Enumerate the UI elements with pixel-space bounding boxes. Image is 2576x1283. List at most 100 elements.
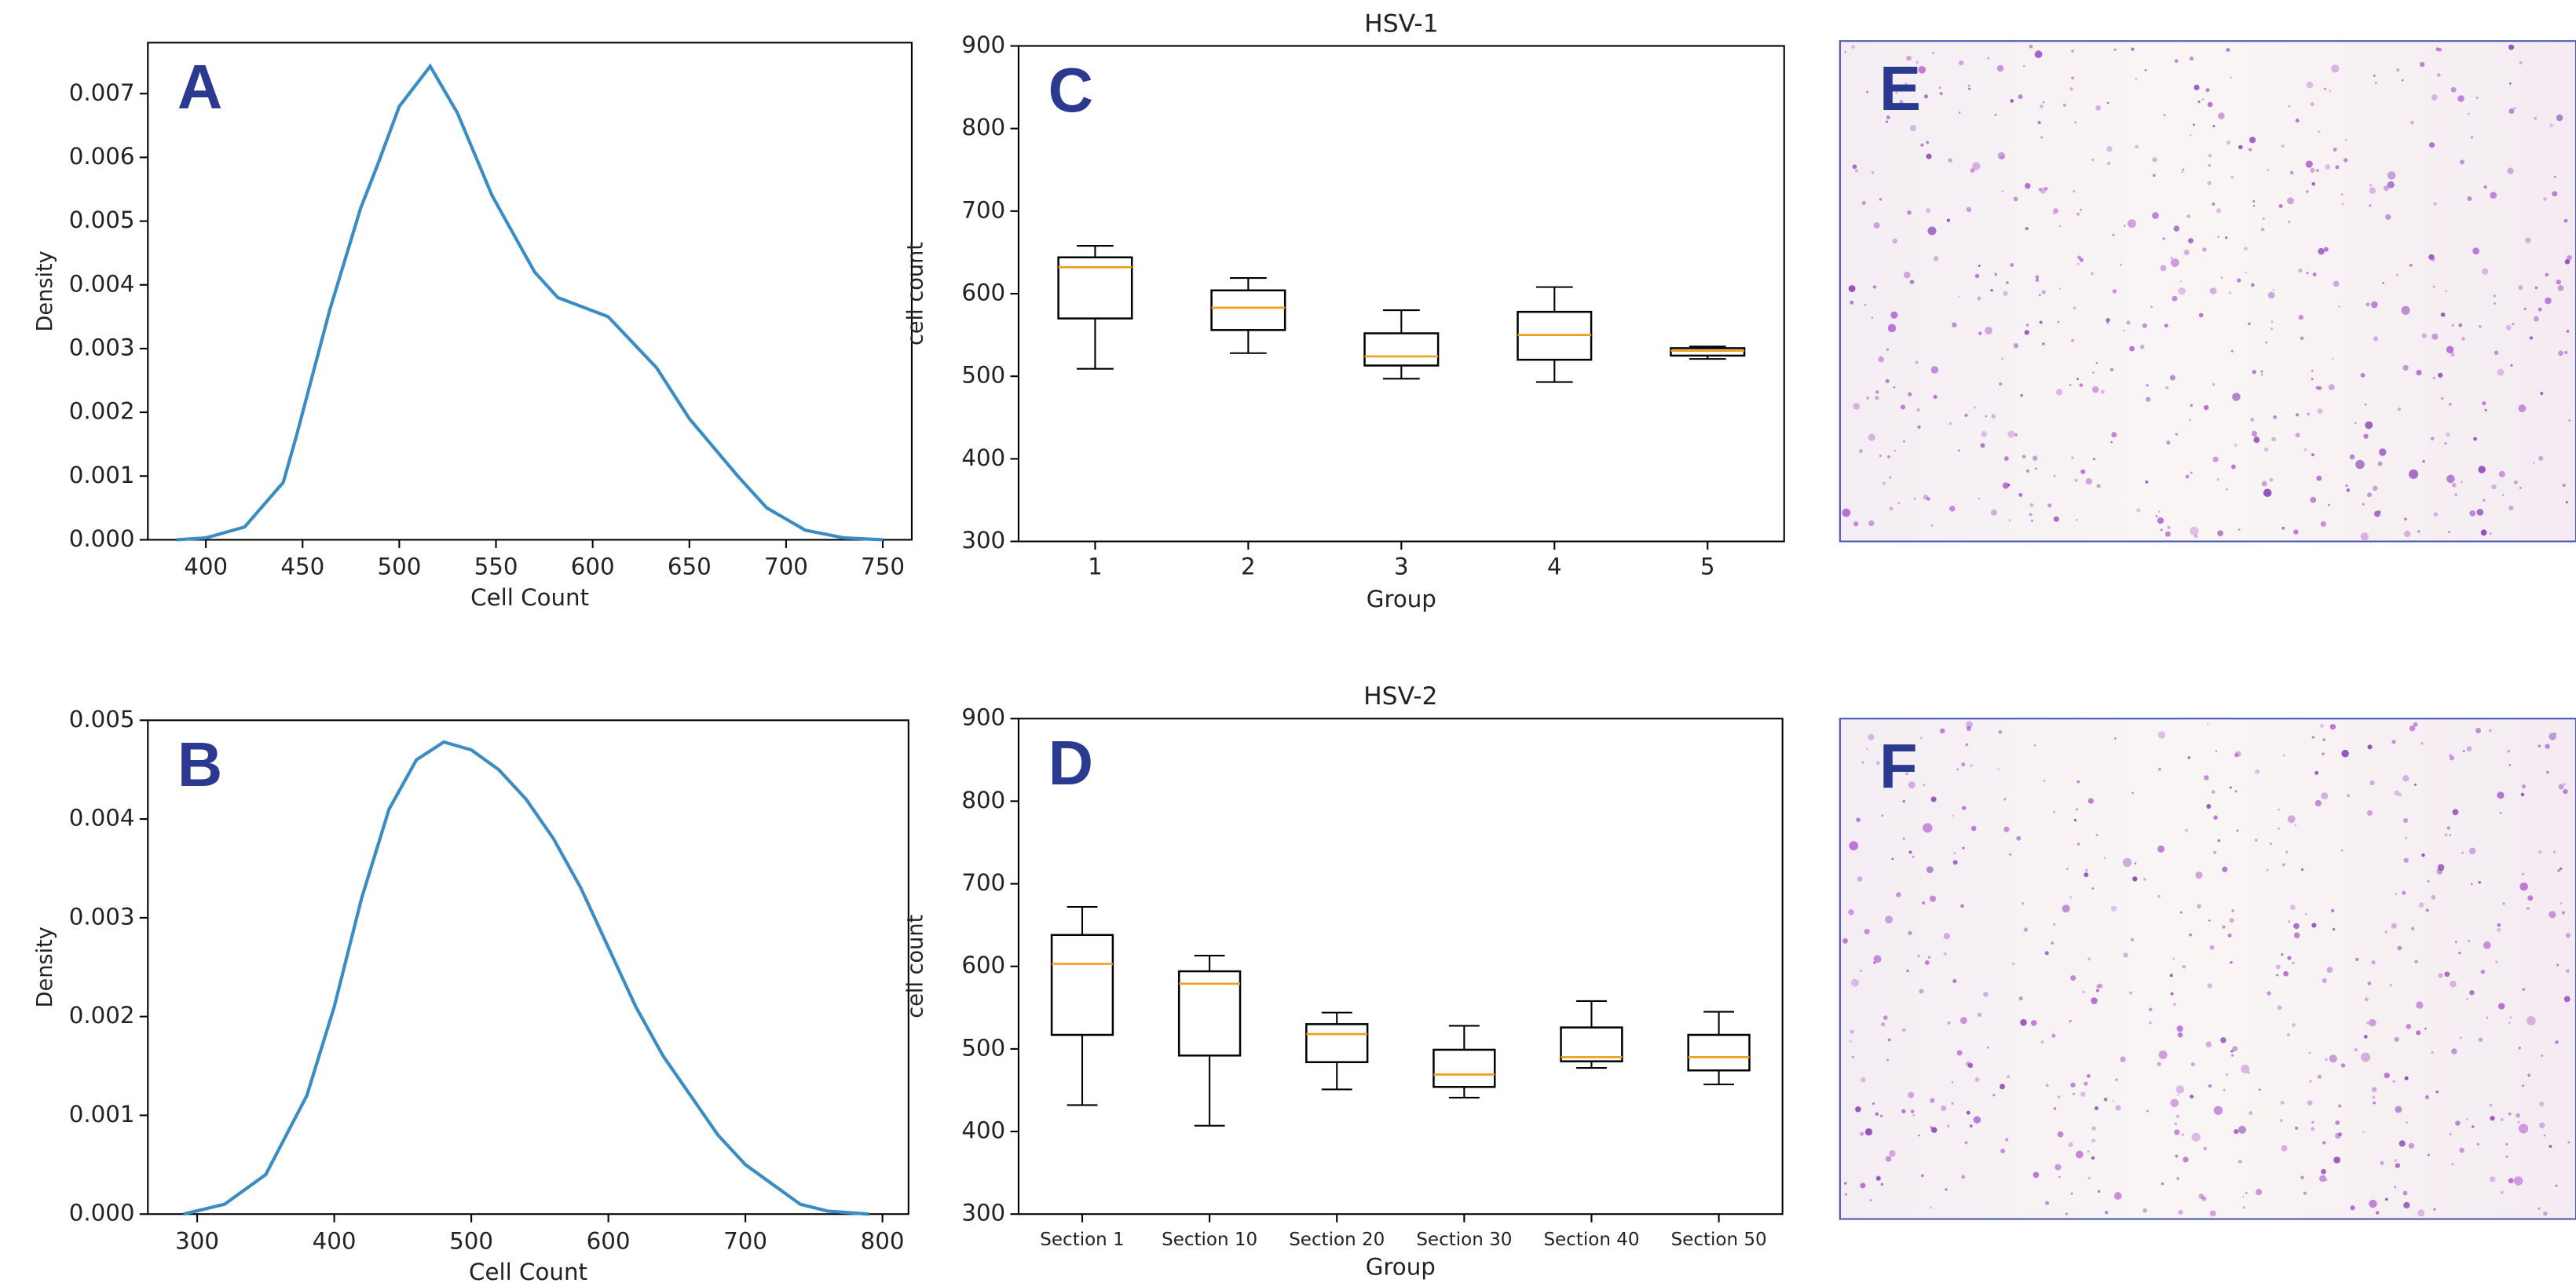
cell bbox=[2298, 268, 2303, 273]
cell bbox=[2478, 1037, 2483, 1042]
x-tick-label: Section 20 bbox=[1289, 1230, 1385, 1250]
cell bbox=[2033, 1172, 2040, 1179]
cell bbox=[2230, 960, 2233, 964]
cell bbox=[2094, 1106, 2098, 1110]
cell bbox=[1939, 92, 1943, 96]
x-tick-label: Section 1 bbox=[1040, 1230, 1124, 1250]
cell bbox=[2311, 378, 2314, 381]
cell bbox=[2401, 79, 2404, 82]
cell bbox=[1868, 433, 1875, 441]
cell bbox=[2518, 1124, 2529, 1134]
cell bbox=[2488, 729, 2492, 733]
cell bbox=[1908, 850, 1912, 854]
cell bbox=[1931, 51, 1934, 54]
cell bbox=[1964, 413, 1968, 417]
cell bbox=[2454, 493, 2457, 496]
cell bbox=[2080, 469, 2086, 474]
x-tick-label: 700 bbox=[723, 1227, 767, 1254]
cell bbox=[2197, 904, 2201, 908]
plot-frame bbox=[147, 42, 913, 541]
cell bbox=[1891, 857, 1894, 861]
cell bbox=[1895, 91, 1898, 94]
cell bbox=[2091, 887, 2095, 890]
cell bbox=[2016, 835, 2022, 841]
plot-frame bbox=[1017, 45, 1785, 543]
cell bbox=[2053, 1107, 2057, 1110]
cell bbox=[2347, 794, 2350, 798]
cell bbox=[2495, 960, 2498, 963]
cell bbox=[2175, 1154, 2179, 1158]
cell bbox=[2051, 1033, 2056, 1038]
cell bbox=[2213, 815, 2218, 821]
cell bbox=[2176, 1176, 2179, 1180]
cell bbox=[2340, 1063, 2346, 1068]
cell bbox=[1883, 1015, 1888, 1020]
cell bbox=[2293, 932, 2300, 939]
cell bbox=[2513, 107, 2516, 110]
cell bbox=[2545, 297, 2552, 305]
plot-frame bbox=[147, 719, 909, 1215]
cell bbox=[1885, 120, 1889, 123]
cell bbox=[2272, 288, 2275, 291]
cell bbox=[2416, 1001, 2424, 1009]
cell bbox=[2232, 1046, 2238, 1052]
cell bbox=[2333, 280, 2340, 287]
cell bbox=[2409, 263, 2413, 267]
cell bbox=[2174, 1122, 2178, 1125]
cell bbox=[1917, 425, 1921, 429]
cell bbox=[2238, 1125, 2247, 1134]
box bbox=[1177, 955, 1242, 1127]
cell bbox=[2431, 333, 2439, 340]
y-tick-label: 0.001 bbox=[69, 1101, 135, 1128]
cell bbox=[2514, 480, 2518, 484]
cell bbox=[2365, 421, 2373, 429]
cell bbox=[1965, 721, 1973, 729]
cell bbox=[2395, 273, 2399, 276]
cell bbox=[1912, 855, 1915, 858]
cell bbox=[2206, 723, 2209, 726]
box bbox=[1517, 286, 1593, 383]
y-tick-label: 400 bbox=[961, 444, 1005, 471]
cell bbox=[2230, 175, 2234, 179]
box-body bbox=[1177, 970, 1242, 1057]
cell bbox=[2096, 484, 2101, 488]
cell bbox=[1884, 916, 1894, 924]
cell bbox=[2289, 170, 2294, 175]
cell bbox=[2403, 857, 2409, 863]
cell bbox=[2238, 1159, 2242, 1164]
cell bbox=[2069, 87, 2073, 91]
cell bbox=[2369, 184, 2372, 187]
cell bbox=[2051, 941, 2055, 945]
cell bbox=[2559, 867, 2563, 871]
cell bbox=[2322, 752, 2325, 755]
cell bbox=[1966, 207, 1972, 213]
cell bbox=[2190, 471, 2193, 474]
cell bbox=[2077, 780, 2080, 784]
cell bbox=[2321, 792, 2329, 800]
cell bbox=[1844, 1182, 1847, 1185]
cell bbox=[2468, 112, 2470, 115]
cell bbox=[2280, 1119, 2283, 1122]
cell bbox=[2084, 1081, 2088, 1086]
y-tick-label: 900 bbox=[961, 704, 1005, 731]
cell bbox=[2543, 197, 2547, 201]
cell bbox=[2230, 76, 2232, 79]
cell bbox=[2322, 978, 2327, 983]
cell bbox=[1854, 169, 1859, 173]
box-body bbox=[1687, 1033, 1751, 1072]
cell bbox=[2183, 249, 2190, 255]
box bbox=[1560, 1000, 1623, 1069]
cell bbox=[2431, 894, 2436, 900]
cell bbox=[2157, 845, 2165, 853]
box-body bbox=[1050, 934, 1114, 1036]
cell bbox=[1947, 1021, 1951, 1025]
cell bbox=[1978, 497, 1981, 500]
cell bbox=[2556, 963, 2560, 967]
cell bbox=[2091, 997, 2098, 1004]
cell bbox=[2158, 768, 2161, 771]
cell bbox=[2158, 1050, 2168, 1059]
cell bbox=[2387, 181, 2395, 188]
cell bbox=[2433, 202, 2437, 206]
x-tick-label: 500 bbox=[449, 1227, 493, 1254]
